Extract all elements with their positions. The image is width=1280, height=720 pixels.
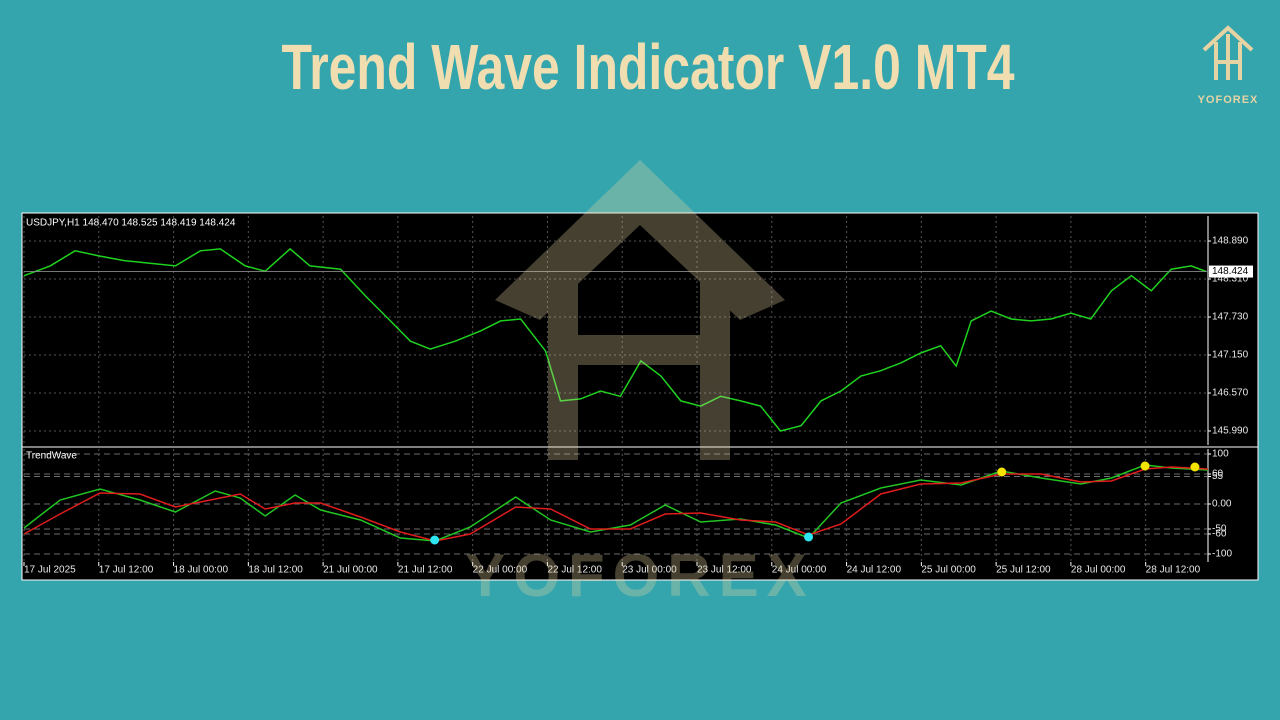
signal-dot (430, 535, 440, 545)
x-tick-label: 28 Jul 00:00 (1071, 565, 1126, 576)
signal-dot (1190, 462, 1200, 472)
x-tick-label: 25 Jul 12:00 (996, 565, 1051, 576)
y-tick-label: 146.570 (1212, 388, 1249, 399)
y-tick-label: 55 (1212, 471, 1224, 482)
x-tick-label: 18 Jul 12:00 (248, 565, 303, 576)
x-tick-label: 22 Jul 12:00 (547, 565, 602, 576)
watermark: YOFOREX (465, 160, 814, 609)
y-tick-label: 145.990 (1212, 426, 1249, 437)
x-tick-label: 23 Jul 00:00 (622, 565, 677, 576)
data-line (23, 466, 1209, 542)
y-tick-label: 0.00 (1212, 499, 1232, 510)
panel-title: TrendWave (26, 451, 77, 462)
x-tick-label: 21 Jul 00:00 (323, 565, 378, 576)
signal-dot (997, 467, 1007, 477)
x-tick-label: 22 Jul 00:00 (473, 565, 528, 576)
x-tick-label: 28 Jul 12:00 (1146, 565, 1201, 576)
y-tick-label: -100 (1212, 549, 1232, 560)
x-tick-label: 23 Jul 12:00 (697, 565, 752, 576)
y-tick-label: 147.730 (1212, 312, 1249, 323)
plot: 148.890 148.310 147.730 147.150 146.570 145.9… (22, 216, 1258, 576)
panel-title: USDJPY,H1 148.470 148.525 148.419 148.42… (26, 218, 236, 229)
x-tick-label: 24 Jul 12:00 (847, 565, 902, 576)
logo-text: YOFOREX (1198, 94, 1259, 106)
signal-dot (1140, 461, 1150, 471)
x-tick-label: 24 Jul 00:00 (772, 565, 827, 576)
x-tick-label: 21 Jul 12:00 (398, 565, 453, 576)
y-tick-label: 100 (1212, 449, 1229, 460)
data-line (23, 247, 1207, 432)
x-tick-label: 25 Jul 00:00 (921, 565, 976, 576)
x-tick-label: 17 Jul 12:00 (99, 565, 154, 576)
x-tick-label: 17 Jul 2025 (24, 565, 76, 576)
logo: YOFOREX (1198, 25, 1259, 106)
watermark-bar (700, 250, 730, 460)
page-title: Trend Wave Indicator V1.0 MT4 (281, 32, 1014, 103)
watermark-bar (548, 250, 578, 460)
current-price-box (1209, 265, 1253, 278)
y-tick-label: 147.150 (1212, 350, 1249, 361)
watermark-bar (578, 335, 700, 365)
signal-dot (804, 532, 814, 542)
y-tick-label: 148.310 (1212, 274, 1249, 285)
y-tick-label: 148.890 (1212, 236, 1249, 247)
current-price-label: 148.424 (1212, 266, 1249, 277)
y-tick-label: 60 (1212, 469, 1224, 480)
watermark-text: YOFOREX (465, 542, 814, 609)
y-tick-label: -60 (1212, 529, 1227, 540)
x-tick-label: 18 Jul 00:00 (174, 565, 229, 576)
logo-icon (1202, 25, 1254, 80)
y-tick-label: -50 (1212, 524, 1227, 535)
watermark-roof (495, 160, 785, 320)
